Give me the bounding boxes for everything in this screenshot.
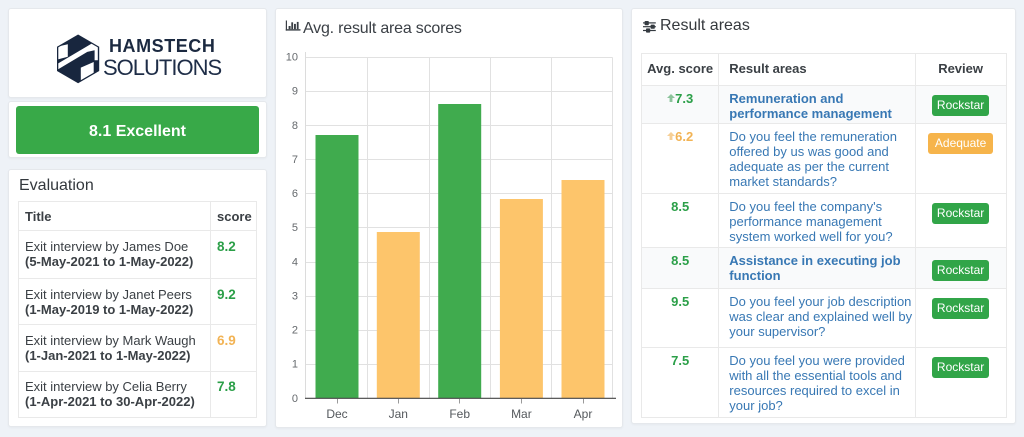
svg-text:Feb: Feb [449,407,470,421]
svg-text:Mar: Mar [511,407,532,421]
svg-text:2: 2 [292,325,298,337]
svg-text:9: 9 [292,86,298,98]
svg-text:Dec: Dec [326,407,347,421]
svg-text:7: 7 [292,154,298,166]
svg-text:0: 0 [292,393,298,405]
svg-text:6: 6 [292,188,298,200]
svg-text:3: 3 [292,290,298,302]
svg-text:Jan: Jan [389,407,408,421]
svg-text:1: 1 [292,359,298,371]
svg-text:Apr: Apr [574,407,593,421]
svg-text:5: 5 [292,222,298,234]
svg-text:8: 8 [292,120,298,132]
svg-text:4: 4 [292,256,298,268]
svg-text:10: 10 [286,52,298,64]
